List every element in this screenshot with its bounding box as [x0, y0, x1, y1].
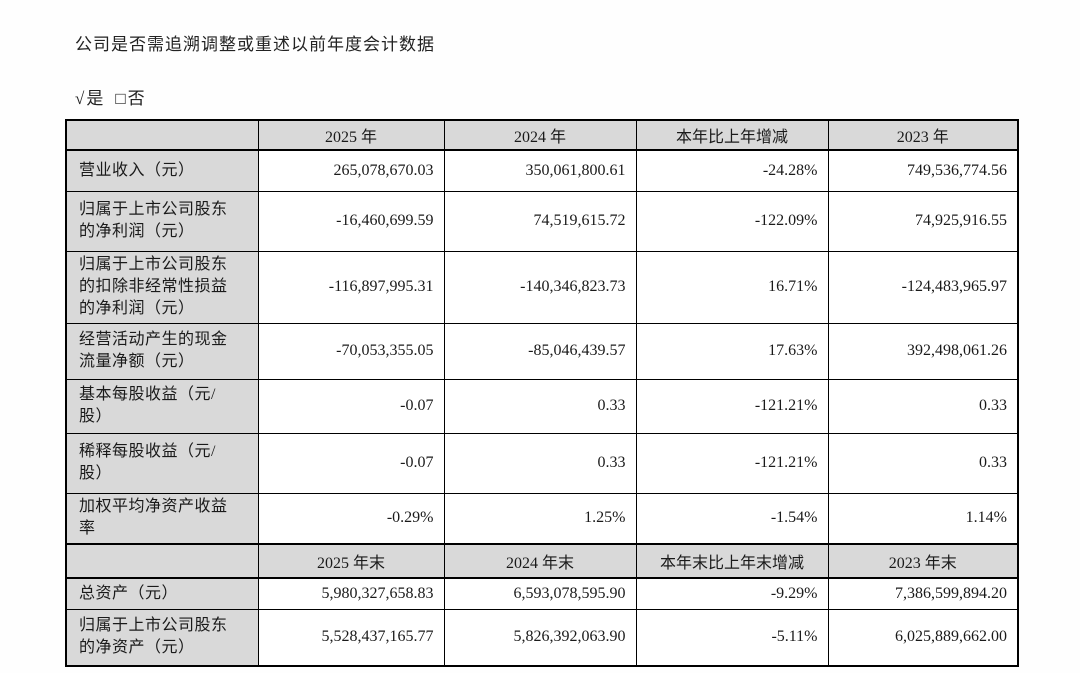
- row-label: 总资产（元）: [65, 577, 259, 610]
- cell-value: -5.11%: [635, 608, 829, 667]
- cell-value: -70,053,355.05: [257, 322, 445, 380]
- cell-value: 350,061,800.61: [443, 149, 637, 192]
- cell-value: -116,897,995.31: [257, 250, 445, 324]
- cell-value: -140,346,823.73: [443, 250, 637, 324]
- cell-value: 1.14%: [827, 492, 1019, 545]
- header-cell-2025: 2025 年: [257, 119, 445, 151]
- cell-value: 17.63%: [635, 322, 829, 380]
- cell-value: -85,046,439.57: [443, 322, 637, 380]
- cell-value: -122.09%: [635, 190, 829, 252]
- cell-value: 749,536,774.56: [827, 149, 1019, 192]
- row-label: 归属于上市公司股东的扣除非经常性损益的净利润（元）: [65, 250, 259, 324]
- table-row-basic-eps: 基本每股收益（元/股） -0.07 0.33 -121.21% 0.33: [65, 378, 1019, 434]
- table-row-net-profit: 归属于上市公司股东的净利润（元） -16,460,699.59 74,519,6…: [65, 190, 1019, 252]
- cell-value: 16.71%: [635, 250, 829, 324]
- cell-value: 74,925,916.55: [827, 190, 1019, 252]
- cell-value: -1.54%: [635, 492, 829, 545]
- table-row-net-assets: 归属于上市公司股东的净资产（元） 5,528,437,165.77 5,826,…: [65, 608, 1019, 667]
- cell-value: -0.07: [257, 432, 445, 494]
- header-cell-2023: 2023 年: [827, 119, 1019, 151]
- header-cell-yoy-change: 本年比上年增减: [635, 119, 829, 151]
- table-row-operating-cash-flow: 经营活动产生的现金流量净额（元） -70,053,355.05 -85,046,…: [65, 322, 1019, 380]
- row-label: 营业收入（元）: [65, 149, 259, 192]
- cell-value: -121.21%: [635, 378, 829, 434]
- header-cell-blank: [65, 543, 259, 579]
- row-label: 经营活动产生的现金流量净额（元）: [65, 322, 259, 380]
- header-cell-blank: [65, 119, 259, 151]
- no-label: 否: [127, 89, 145, 108]
- cell-value: 6,593,078,595.90: [443, 577, 637, 610]
- header-cell-2024: 2024 年: [443, 119, 637, 151]
- cell-value: 0.33: [443, 432, 637, 494]
- cell-value: 5,528,437,165.77: [257, 608, 445, 667]
- header-cell-end-yoy-change: 本年末比上年末增减: [635, 543, 829, 579]
- cell-value: 265,078,670.03: [257, 149, 445, 192]
- cell-value: -16,460,699.59: [257, 190, 445, 252]
- cell-value: 392,498,061.26: [827, 322, 1019, 380]
- cell-value: 5,826,392,063.90: [443, 608, 637, 667]
- cell-value: -0.29%: [257, 492, 445, 545]
- header-cell-2024-end: 2024 年末: [443, 543, 637, 579]
- period-header-row: 2025 年 2024 年 本年比上年增减 2023 年: [65, 119, 1019, 151]
- cell-value: 7,386,599,894.20: [827, 577, 1019, 610]
- cell-value: 6,025,889,662.00: [827, 608, 1019, 667]
- header-cell-2025-end: 2025 年末: [257, 543, 445, 579]
- cell-value: 0.33: [827, 432, 1019, 494]
- row-label: 稀释每股收益（元/股）: [65, 432, 259, 494]
- cell-value: -24.28%: [635, 149, 829, 192]
- cell-value: 74,519,615.72: [443, 190, 637, 252]
- table-row-net-profit-excl-nonrecurring: 归属于上市公司股东的扣除非经常性损益的净利润（元） -116,897,995.3…: [65, 250, 1019, 324]
- period-end-header-row: 2025 年末 2024 年末 本年末比上年末增减 2023 年末: [65, 543, 1019, 579]
- table-row-diluted-eps: 稀释每股收益（元/股） -0.07 0.33 -121.21% 0.33: [65, 432, 1019, 494]
- row-label: 加权平均净资产收益率: [65, 492, 259, 545]
- restatement-question: 公司是否需追溯调整或重述以前年度会计数据: [75, 35, 435, 54]
- empty-checkbox-icon: □: [115, 89, 126, 108]
- cell-value: -9.29%: [635, 577, 829, 610]
- cell-value: 5,980,327,658.83: [257, 577, 445, 610]
- cell-value: 1.25%: [443, 492, 637, 545]
- checked-checkbox-icon: √: [75, 89, 85, 108]
- cell-value: -124,483,965.97: [827, 250, 1019, 324]
- cell-value: 0.33: [827, 378, 1019, 434]
- cell-value: -0.07: [257, 378, 445, 434]
- row-label: 归属于上市公司股东的净资产（元）: [65, 608, 259, 667]
- table-row-weighted-avg-roe: 加权平均净资产收益率 -0.29% 1.25% -1.54% 1.14%: [65, 492, 1019, 545]
- header-cell-2023-end: 2023 年末: [827, 543, 1019, 579]
- restatement-answer: √ 是 □ 否: [75, 84, 145, 109]
- yes-label: 是: [86, 89, 104, 108]
- cell-value: -121.21%: [635, 432, 829, 494]
- table-row-revenue: 营业收入（元） 265,078,670.03 350,061,800.61 -2…: [65, 149, 1019, 192]
- row-label: 基本每股收益（元/股）: [65, 378, 259, 434]
- financial-summary-table: 2025 年 2024 年 本年比上年增减 2023 年 营业收入（元） 265…: [65, 119, 1019, 667]
- table-row-total-assets: 总资产（元） 5,980,327,658.83 6,593,078,595.90…: [65, 577, 1019, 610]
- cell-value: 0.33: [443, 378, 637, 434]
- row-label: 归属于上市公司股东的净利润（元）: [65, 190, 259, 252]
